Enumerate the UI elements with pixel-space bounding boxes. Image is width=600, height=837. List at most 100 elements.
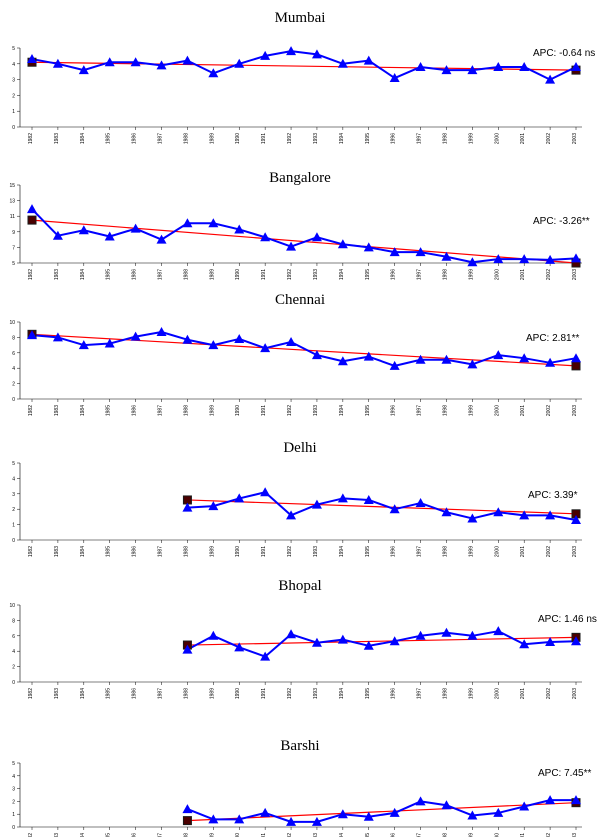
observed-point-marker — [260, 487, 271, 497]
observed-point-marker — [260, 807, 271, 817]
observed-point-marker — [519, 353, 530, 363]
y-tick-label: 4 — [12, 774, 15, 780]
x-tick-label: 1985 — [106, 133, 112, 144]
observed-point-marker — [156, 60, 167, 70]
observed-point-marker — [234, 224, 245, 234]
x-tick-label: 1995 — [365, 133, 371, 144]
observed-point-marker — [467, 630, 478, 640]
observed-point-marker — [571, 795, 581, 805]
x-tick-label: 1986 — [132, 688, 138, 699]
observed-point-marker — [27, 54, 37, 64]
x-tick-label: 1989 — [209, 833, 215, 837]
observed-point-marker — [286, 510, 297, 520]
x-tick-label: 1988 — [183, 833, 189, 837]
observed-point-marker — [182, 218, 193, 228]
x-tick-label: 1982 — [28, 133, 34, 144]
observed-point-marker — [208, 501, 219, 511]
chart-panel-bhopal: Bhopal 0 2 4 6 8 10 1982 1983 1984 1985 1986 1987 198… — [9, 578, 596, 699]
x-tick-label: 1997 — [417, 133, 423, 144]
x-tick-label: 1985 — [106, 405, 112, 416]
observed-point-marker — [130, 331, 141, 341]
observed-point-marker — [389, 73, 400, 83]
x-tick-label: 1983 — [54, 133, 60, 144]
x-tick-label: 2000 — [494, 688, 500, 699]
x-tick-label: 2001 — [520, 833, 526, 837]
x-tick-label: 1991 — [261, 405, 267, 416]
observed-point-marker — [363, 242, 374, 252]
trend-endpoint-marker — [571, 361, 581, 371]
x-tick-label: 1983 — [54, 546, 60, 557]
x-tick-label: 2001 — [520, 133, 526, 144]
x-tick-label: 1992 — [287, 833, 293, 837]
apc-annotation: APC: 7.45** — [538, 768, 591, 779]
observed-point-marker — [545, 510, 556, 520]
observed-point-marker — [130, 223, 141, 233]
observed-point-marker — [571, 353, 581, 363]
x-tick-label: 1998 — [442, 133, 448, 144]
x-tick-label: 1997 — [417, 833, 423, 837]
x-tick-label: 1996 — [391, 269, 397, 280]
observed-point-marker — [571, 61, 581, 71]
x-tick-label: 2001 — [520, 269, 526, 280]
x-tick-label: 1996 — [391, 833, 397, 837]
observed-point-marker — [363, 494, 374, 504]
observed-series-line — [31, 50, 577, 81]
observed-point-marker — [545, 795, 556, 805]
x-tick-label: 2002 — [546, 269, 552, 280]
x-tick-label: 1987 — [158, 833, 164, 837]
y-tick-label: 2 — [12, 799, 15, 805]
x-tick-label: 2003 — [572, 269, 578, 280]
observed-point-marker — [260, 343, 271, 353]
observed-point-marker — [182, 644, 193, 654]
observed-point-marker — [286, 241, 297, 251]
x-tick-label: 1990 — [235, 688, 241, 699]
x-tick-label: 1984 — [80, 546, 86, 557]
x-tick-label: 2001 — [520, 405, 526, 416]
y-tick-label: 4 — [12, 62, 15, 68]
x-tick-label: 1998 — [442, 688, 448, 699]
x-tick-label: 1990 — [235, 269, 241, 280]
y-tick-label: 5 — [12, 461, 15, 467]
chart-title: Chennai — [275, 292, 325, 308]
x-tick-label: 1982 — [28, 269, 34, 280]
observed-point-marker — [415, 61, 426, 71]
observed-point-marker — [493, 507, 504, 517]
observed-point-marker — [208, 218, 219, 228]
x-tick-label: 2003 — [572, 833, 578, 837]
y-tick-label: 13 — [9, 199, 15, 205]
y-tick-label: 8 — [12, 618, 15, 624]
observed-point-marker — [415, 354, 426, 364]
observed-point-marker — [571, 514, 581, 524]
observed-point-marker — [286, 337, 297, 347]
observed-point-marker — [441, 800, 452, 810]
x-tick-label: 1990 — [235, 833, 241, 837]
x-tick-label: 1984 — [80, 269, 86, 280]
x-tick-label: 2000 — [494, 833, 500, 837]
chart-panel-delhi: Delhi 0 1 2 3 4 5 1982 1983 1984 1985 1986 1987 1988 1… — [12, 440, 582, 557]
x-tick-label: 1998 — [442, 269, 448, 280]
observed-point-marker — [571, 253, 581, 263]
x-tick-label: 1998 — [442, 546, 448, 557]
observed-point-marker — [104, 338, 115, 348]
x-tick-label: 1999 — [468, 688, 474, 699]
x-tick-label: 1983 — [54, 688, 60, 699]
x-tick-label: 1996 — [391, 688, 397, 699]
x-tick-label: 2002 — [546, 546, 552, 557]
observed-point-marker — [519, 801, 530, 811]
observed-point-marker — [104, 57, 115, 67]
observed-point-marker — [52, 332, 63, 342]
x-tick-label: 1998 — [442, 405, 448, 416]
x-tick-label: 1982 — [28, 405, 34, 416]
x-tick-label: 1987 — [158, 546, 164, 557]
observed-point-marker — [182, 804, 193, 814]
x-tick-label: 2003 — [572, 405, 578, 416]
x-tick-label: 1982 — [28, 688, 34, 699]
x-tick-label: 1991 — [261, 546, 267, 557]
x-tick-label: 1992 — [287, 405, 293, 416]
apc-annotation: APC: 2.81** — [526, 333, 579, 344]
y-tick-label: 6 — [12, 634, 15, 640]
observed-point-marker — [467, 359, 478, 369]
x-tick-label: 1991 — [261, 833, 267, 837]
observed-point-marker — [467, 257, 478, 267]
x-tick-label: 1994 — [339, 833, 345, 837]
